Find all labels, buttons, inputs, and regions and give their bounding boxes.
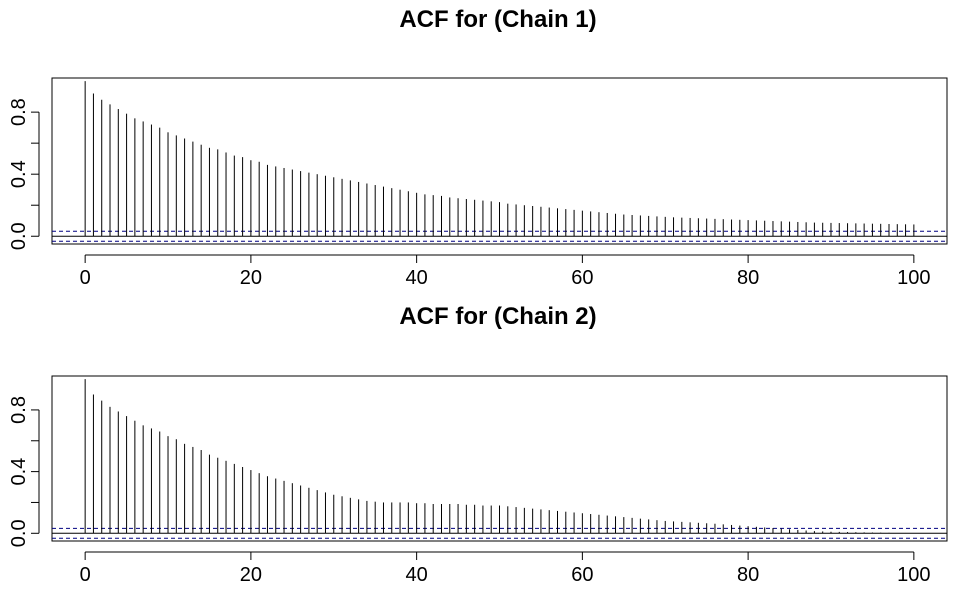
x-tick-label: 40 [406, 267, 428, 289]
x-tick-label: 100 [897, 267, 930, 289]
x-tick-label: 80 [737, 267, 759, 289]
x-tick-label: 20 [240, 267, 262, 289]
acf-panel-chain-2: ACF for (Chain 2) 0 20 40 60 80 100 0.0 0.4 0.8 [8, 303, 948, 586]
plot-frame [51, 375, 948, 542]
y-tick-label: 0.0 [8, 222, 30, 250]
y-tick-label: 0.4 [8, 458, 30, 486]
x-tick-label: 40 [406, 564, 428, 586]
y-tick-label: 0.4 [8, 160, 30, 188]
x-tick-label: 0 [80, 564, 91, 586]
y-tick-label: 0.8 [8, 396, 30, 424]
chart-title: ACF for (Chain 2) [399, 303, 596, 330]
x-tick-label: 0 [80, 267, 91, 289]
chart-title: ACF for (Chain 1) [399, 6, 596, 33]
x-tick-label: 80 [737, 564, 759, 586]
y-tick-label: 0.8 [8, 98, 30, 126]
x-tick-label: 60 [571, 564, 593, 586]
plot-frame [51, 77, 948, 245]
y-tick-label: 0.0 [8, 519, 30, 547]
acf-panel-chain-1: ACF for (Chain 1) 0 20 40 60 80 100 0.0 0.4 0.8 [8, 6, 948, 289]
x-tick-label: 20 [240, 564, 262, 586]
x-tick-label: 60 [571, 267, 593, 289]
x-tick-label: 100 [897, 564, 930, 586]
